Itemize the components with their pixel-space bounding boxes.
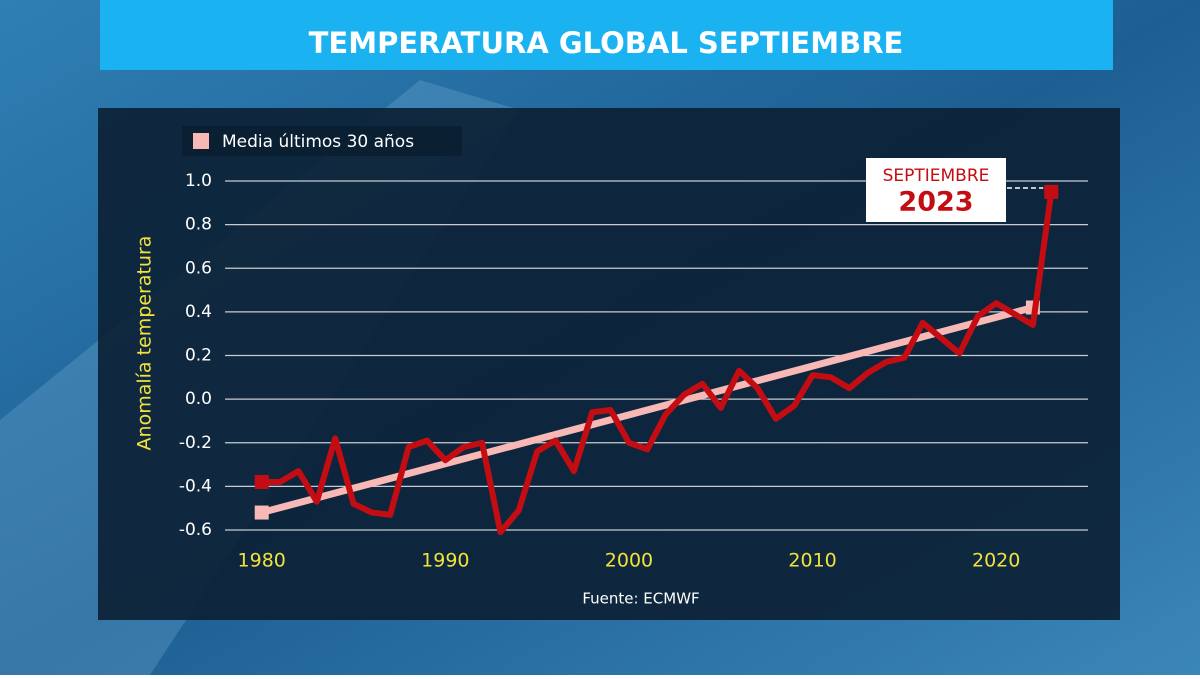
y-tick-label: -0.2 — [179, 433, 212, 453]
y-tick-label: 0.8 — [185, 215, 212, 235]
y-axis-title: Anomalía temperatura — [134, 236, 156, 451]
legend-label: Media últimos 30 años — [222, 132, 414, 152]
title-bar — [100, 0, 1113, 70]
trend-end-marker — [254, 505, 269, 520]
legend-swatch — [193, 133, 209, 149]
y-tick-label: -0.6 — [179, 520, 212, 540]
x-tick-label: 2010 — [788, 550, 836, 572]
y-tick-label: 0.0 — [185, 389, 212, 409]
y-tick-label: 1.0 — [185, 171, 212, 191]
legend-box — [182, 126, 462, 156]
annotation-text: SEPTIEMBRE — [883, 166, 990, 186]
plot-area: -0.6 -0.4 -0.2 0.0 0.2 0.4 0.6 0.8 1.0 1980 1990 20… — [179, 126, 1088, 572]
x-tick-label: 1980 — [238, 550, 286, 572]
chart-title: TEMPERATURA GLOBAL SEPTIEMBRE — [309, 26, 904, 60]
annotation-box — [866, 158, 1006, 222]
y-tick-label: 0.2 — [185, 346, 212, 366]
x-tick-label: 1990 — [421, 550, 469, 572]
x-tick-label: 2020 — [972, 550, 1020, 572]
source: Fuente: ECMWF — [582, 590, 699, 608]
x-tick-label: 2000 — [605, 550, 653, 572]
y-tick-label: 0.4 — [185, 302, 212, 322]
y-tick-label: -0.4 — [179, 476, 212, 496]
annotation-text: 2023 — [898, 187, 973, 218]
series-end-marker — [254, 475, 269, 490]
series-line — [261, 191, 1055, 536]
series-end-marker — [1044, 184, 1059, 199]
trend-line — [260, 304, 1034, 516]
y-tick-label: 0.6 — [185, 258, 212, 278]
